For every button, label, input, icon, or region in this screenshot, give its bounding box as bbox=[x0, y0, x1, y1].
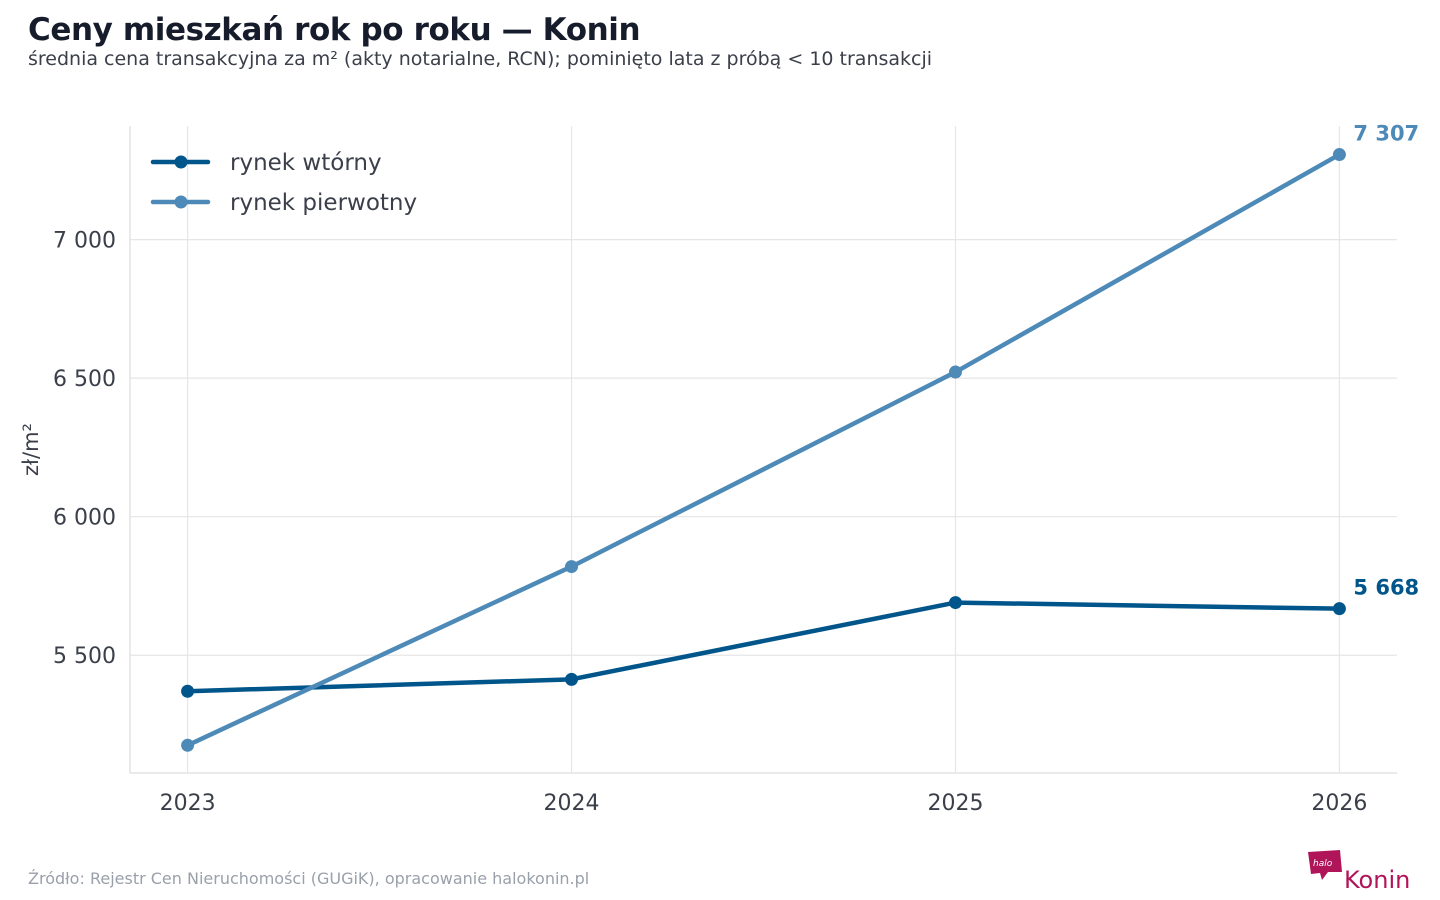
y-tick-label: 6 500 bbox=[53, 367, 116, 392]
end-labels: 5 668 7 307 bbox=[1353, 122, 1419, 600]
x-tick-label: 2025 bbox=[927, 791, 983, 816]
legend: rynek wtórny rynek pierwotny bbox=[150, 150, 417, 216]
x-tick-label: 2023 bbox=[160, 791, 216, 816]
y-tick-label: 6 000 bbox=[53, 506, 116, 531]
data-point bbox=[1332, 148, 1346, 162]
grid bbox=[130, 126, 1397, 773]
legend-swatch-marker bbox=[174, 155, 188, 169]
y-tick-label: 7 000 bbox=[53, 229, 116, 254]
data-point bbox=[181, 684, 195, 698]
end-value-label: 5 668 bbox=[1353, 576, 1419, 600]
data-point bbox=[565, 560, 579, 574]
page-subtitle: średnia cena transakcyjna za m² (akty no… bbox=[28, 48, 933, 70]
page-title: Ceny mieszkań rok po roku — Konin bbox=[28, 12, 641, 48]
data-point bbox=[1332, 602, 1346, 616]
legend-swatch-marker bbox=[174, 195, 188, 209]
series-line-0 bbox=[185, 600, 1342, 694]
data-point bbox=[948, 365, 962, 379]
data-point bbox=[565, 672, 579, 686]
logo-speech-bubble-icon bbox=[1308, 850, 1342, 880]
logo-text-konin: Konin bbox=[1344, 866, 1410, 892]
data-point bbox=[181, 738, 195, 752]
halokonin-logo: halo Konin bbox=[1308, 850, 1410, 892]
y-tick-label: 5 500 bbox=[53, 644, 116, 669]
legend-entry-label: rynek pierwotny bbox=[230, 190, 417, 216]
end-value-label: 7 307 bbox=[1353, 122, 1419, 146]
series-line-1 bbox=[185, 152, 1342, 748]
axes: 2023 2024 2025 2026 5 500 6 000 6 500 7 000 zł/m… bbox=[19, 126, 1397, 816]
series bbox=[181, 148, 1346, 752]
y-axis-label: zł/m² bbox=[19, 423, 43, 476]
data-point bbox=[948, 596, 962, 610]
legend-entry-label: rynek wtórny bbox=[230, 150, 382, 176]
source-note: Źródło: Rejestr Cen Nieruchomości (GUGiK… bbox=[28, 869, 590, 888]
logo-text-halo: halo bbox=[1313, 859, 1333, 869]
x-tick-label: 2026 bbox=[1311, 791, 1367, 816]
x-tick-label: 2024 bbox=[544, 791, 600, 816]
